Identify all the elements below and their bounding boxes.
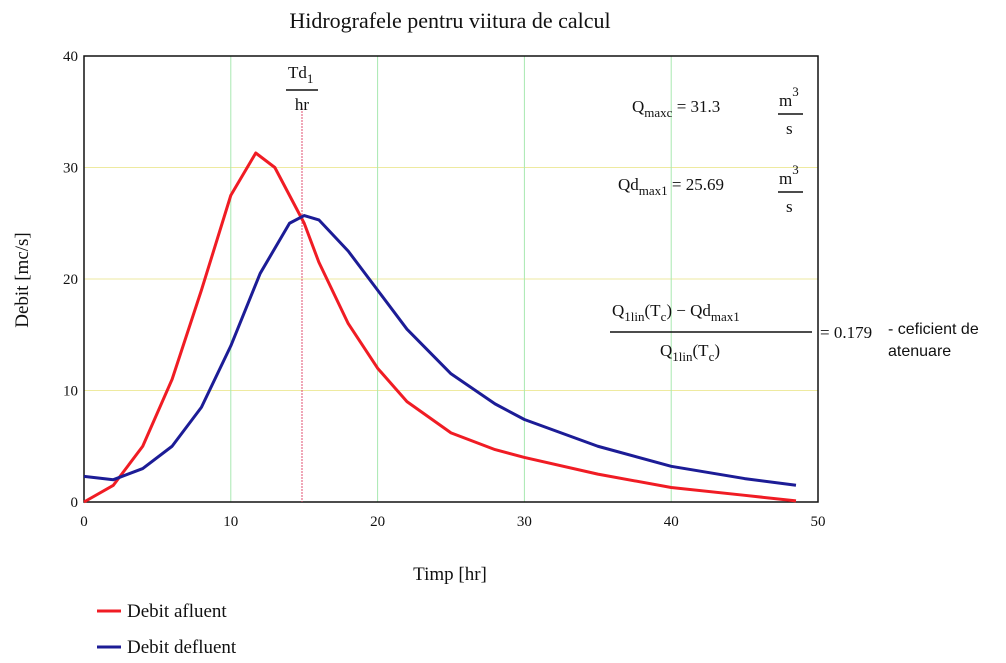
unit: m3 xyxy=(779,84,799,110)
plot: 0 10 20 30 40 0 10 20 30 40 50 Td1 hr Debit afluent De… xyxy=(63,49,826,658)
x-tick-label: 50 xyxy=(811,514,826,530)
annotation-text: Qmaxc = 31.3 xyxy=(632,97,720,120)
denominator: Q1lin(Tc) xyxy=(660,341,720,364)
marker-label-top: Td xyxy=(288,63,307,82)
marker-label-sub: 1 xyxy=(307,71,314,86)
annotation-attenuation: Q1lin(Tc) − Qdmax1 Q1lin(Tc) = 0.179 - c… xyxy=(610,301,979,364)
unit: s xyxy=(786,119,793,138)
x-tick-label: 20 xyxy=(370,514,385,530)
plot-frame xyxy=(83,55,819,503)
marker-label-bottom: hr xyxy=(295,95,310,114)
annotation-value: = 0.179 xyxy=(820,323,872,342)
x-axis-label: Timp [hr] xyxy=(413,564,487,585)
unit: s xyxy=(786,197,793,216)
x-tick-label: 10 xyxy=(223,514,238,530)
annotation-note: atenuare xyxy=(888,343,951,360)
numerator: Q1lin(Tc) − Qdmax1 xyxy=(612,301,740,324)
annotation-text: Qdmax1 = 25.69 xyxy=(618,175,724,198)
annotation-qdmax1: Qdmax1 = 25.69 m3 s xyxy=(618,162,803,216)
y-tick-label: 10 xyxy=(63,384,78,400)
series-line xyxy=(83,214,797,487)
x-tick-label: 40 xyxy=(664,514,679,530)
x-tick-label: 30 xyxy=(517,514,532,530)
y-tick-label: 20 xyxy=(63,272,78,288)
annotation-qmaxc: Qmaxc = 31.3 m3 s xyxy=(632,84,803,138)
legend-label: Debit afluent xyxy=(127,601,227,622)
x-tick-label: 0 xyxy=(80,514,88,530)
annotation-note: - ceficient de xyxy=(888,321,979,338)
y-axis-label: Debit [mc/s] xyxy=(12,232,33,328)
y-tick-label: 30 xyxy=(63,161,78,177)
legend-label: Debit defluent xyxy=(127,637,237,658)
series-line xyxy=(83,151,797,504)
chart-title: Hidrografele pentru viitura de calcul xyxy=(289,8,610,33)
marker-label: Td1 xyxy=(288,63,313,86)
unit: m3 xyxy=(779,162,799,188)
y-tick-label: 0 xyxy=(71,495,79,511)
y-tick-label: 40 xyxy=(63,49,78,65)
